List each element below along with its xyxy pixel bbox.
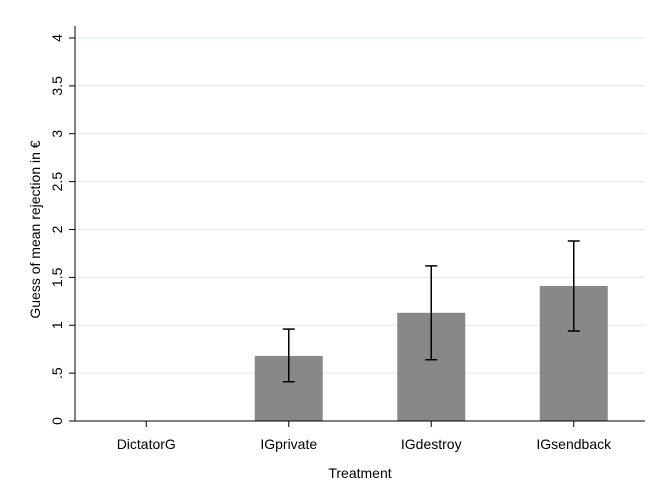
y-ticks: 0 .5 1 1.5 2 2.5 3 3.5 4 [49,34,75,425]
y-tick-label: 0 [49,417,65,425]
axes [74,26,645,422]
x-ticks: DictatorG IGprivate IGdestroy IGsendback [117,421,612,452]
y-tick-label: 2.5 [49,172,65,192]
y-tick-label: .5 [49,367,65,379]
x-tick-label: IGprivate [260,436,317,452]
y-tick-label: 4 [49,34,65,42]
x-axis-title: Treatment [328,465,391,481]
y-tick-label: 1.5 [49,267,65,287]
x-tick-label: DictatorG [117,436,176,452]
y-tick-label: 2 [49,225,65,233]
x-tick-label: IGdestroy [401,436,462,452]
x-tick-label: IGsendback [536,436,612,452]
y-axis-title: Guess of mean rejection in € [27,140,43,318]
y-tick-label: 3.5 [49,76,65,96]
error-bars [282,240,580,383]
gridlines [75,37,645,374]
y-tick-label: 3 [49,130,65,138]
y-tick-label: 1 [49,321,65,329]
